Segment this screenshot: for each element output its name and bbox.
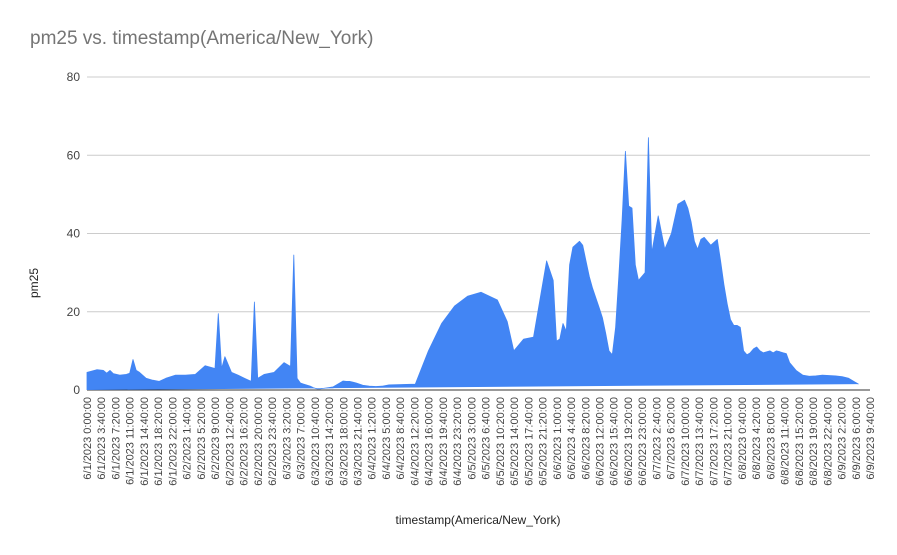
x-tick-label: 6/5/2023 6:40:00	[481, 397, 493, 480]
x-tick-label: 6/4/2023 19:40:00	[438, 397, 450, 486]
x-tick-label: 6/8/2023 8:00:00	[765, 397, 777, 480]
x-tick-label: 6/2/2023 20:00:00	[253, 397, 265, 486]
x-tick-label: 6/5/2023 14:00:00	[509, 397, 521, 486]
x-axis-label: timestamp(America/New_York)	[395, 513, 561, 527]
x-tick-label: 6/8/2023 19:00:00	[808, 397, 820, 486]
x-tick-label: 6/4/2023 23:20:00	[452, 397, 464, 486]
x-tick-label: 6/3/2023 3:20:00	[281, 397, 293, 480]
x-tick-label: 6/9/2023 9:40:00	[865, 397, 877, 480]
x-tick-label: 6/1/2023 11:00:00	[125, 397, 137, 485]
x-tick-label: 6/6/2023 23:00:00	[637, 397, 649, 486]
chart-title: pm25 vs. timestamp(America/New_York)	[30, 28, 374, 49]
x-tick-label: 6/4/2023 1:20:00	[367, 397, 379, 480]
x-tick-label: 6/8/2023 4:20:00	[751, 397, 763, 480]
x-tick-label: 6/3/2023 7:00:00	[296, 397, 308, 480]
x-tick-label: 6/6/2023 19:20:00	[623, 397, 635, 486]
x-tick-label: 6/5/2023 10:20:00	[495, 397, 507, 486]
x-tick-label: 6/4/2023 8:40:00	[395, 397, 407, 480]
x-tick-label: 6/3/2023 14:20:00	[324, 397, 336, 486]
x-tick-label: 6/7/2023 2:40:00	[651, 397, 663, 480]
x-tick-label: 6/2/2023 23:40:00	[267, 397, 279, 486]
x-tick-label: 6/4/2023 16:00:00	[424, 397, 436, 486]
pm25-area	[86, 137, 859, 390]
x-tick-label: 6/8/2023 15:20:00	[794, 397, 806, 486]
x-tick-label: 6/5/2023 17:40:00	[523, 397, 535, 486]
x-tick-label: 6/2/2023 1:40:00	[182, 397, 194, 480]
x-tick-labels: 6/1/2023 0:00:00 6/1/2023 3:40:00 6/1/2023…	[82, 397, 877, 486]
x-tick-label: 6/1/2023 18:20:00	[153, 397, 165, 486]
x-tick-label: 6/8/2023 22:40:00	[822, 397, 834, 486]
x-tick-label: 6/9/2023 6:00:00	[851, 397, 863, 480]
x-tick-label: 6/9/2023 2:20:00	[837, 397, 849, 480]
x-tick-label: 6/6/2023 4:40:00	[566, 397, 578, 480]
x-tick-label: 6/2/2023 12:40:00	[224, 397, 236, 486]
x-tick-label: 6/4/2023 5:00:00	[381, 397, 393, 480]
x-tick-label: 6/8/2023 0:40:00	[737, 397, 749, 480]
y-tick-label: 60	[67, 148, 81, 162]
x-tick-label: 6/3/2023 18:00:00	[338, 397, 350, 486]
x-tick-label: 6/1/2023 7:20:00	[110, 397, 122, 480]
series-area	[86, 137, 859, 390]
x-tick-label: 6/1/2023 0:00:00	[82, 397, 94, 480]
x-tick-label: 6/7/2023 17:20:00	[708, 397, 720, 486]
x-tick-label: 6/6/2023 12:00:00	[595, 397, 607, 486]
x-tick-label: 6/2/2023 16:20:00	[239, 397, 251, 486]
x-tick-label: 6/7/2023 10:00:00	[680, 397, 692, 486]
y-tick-label: 0	[73, 383, 80, 397]
x-tick-label: 6/3/2023 10:40:00	[310, 397, 322, 486]
y-tick-label: 40	[67, 227, 81, 241]
x-tick-label: 6/1/2023 3:40:00	[96, 397, 108, 480]
x-tick-label: 6/7/2023 13:40:00	[694, 397, 706, 486]
y-tick-label: 20	[67, 305, 81, 319]
x-tick-label: 6/8/2023 11:40:00	[780, 397, 792, 485]
x-tick-label: 6/7/2023 21:00:00	[723, 397, 735, 486]
grid-lines	[87, 76, 870, 391]
x-tick-label: 6/6/2023 15:40:00	[609, 397, 621, 486]
x-tick-label: 6/3/2023 21:40:00	[352, 397, 364, 486]
x-tick-label: 6/2/2023 5:20:00	[196, 397, 208, 480]
x-tick-label: 6/1/2023 22:00:00	[167, 397, 179, 486]
x-tick-label: 6/7/2023 6:20:00	[666, 397, 678, 480]
x-tick-label: 6/6/2023 1:00:00	[552, 397, 564, 480]
x-tick-label: 6/1/2023 14:40:00	[139, 397, 151, 486]
x-tick-label: 6/4/2023 12:20:00	[409, 397, 421, 486]
x-tick-label: 6/5/2023 21:20:00	[538, 397, 550, 486]
y-tick-label: 80	[67, 70, 81, 84]
x-tick-label: 6/6/2023 8:20:00	[580, 397, 592, 480]
y-tick-labels: 0 20 40 60 80	[67, 70, 81, 397]
x-tick-label: 6/2/2023 9:00:00	[210, 397, 222, 480]
x-tick-label: 6/5/2023 3:00:00	[466, 397, 478, 480]
